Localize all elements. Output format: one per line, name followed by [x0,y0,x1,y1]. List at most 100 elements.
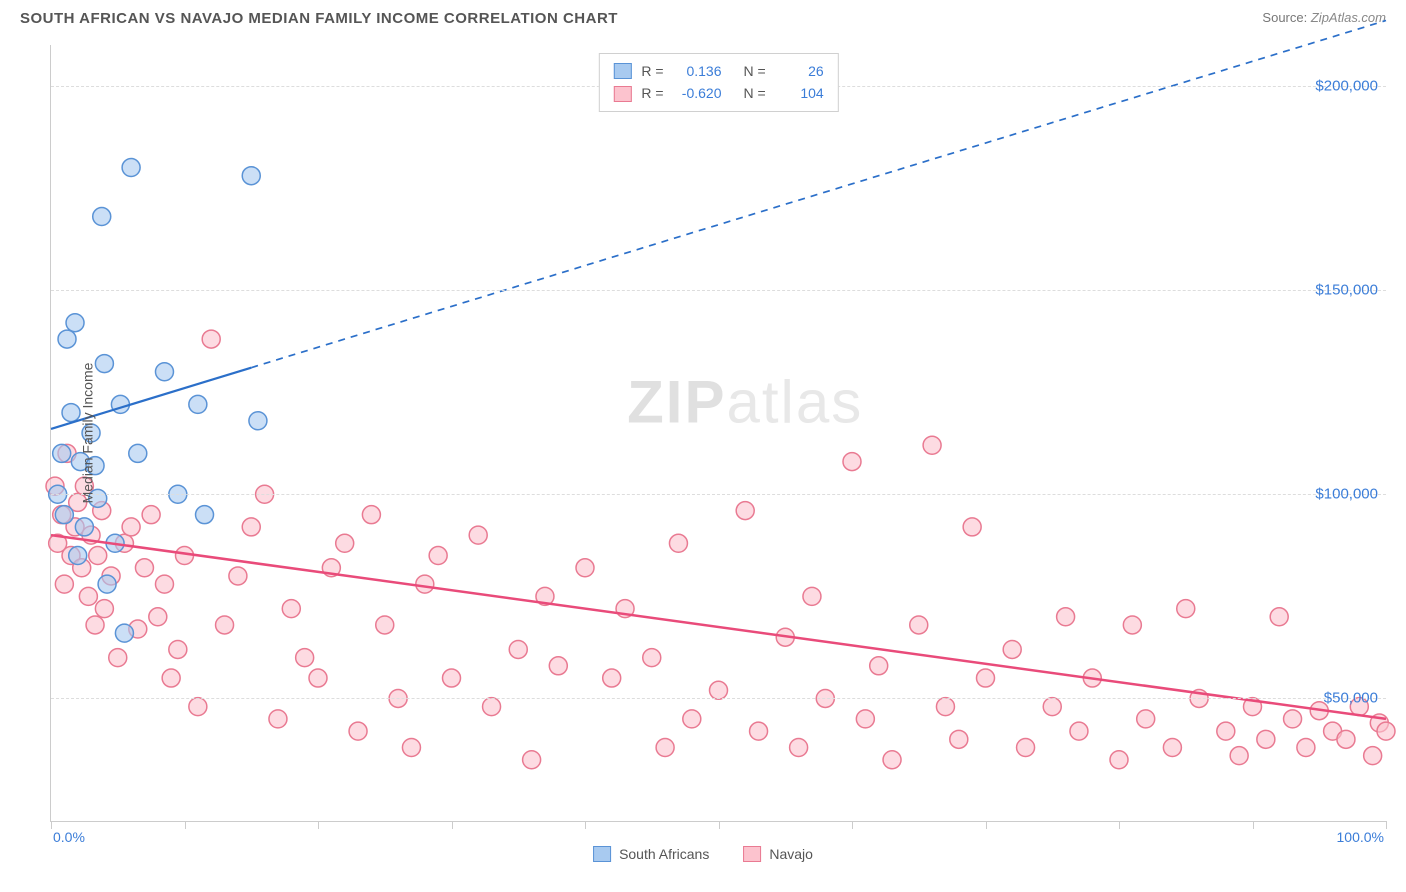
data-point [1163,738,1181,756]
data-point [93,208,111,226]
data-point [936,698,954,716]
n-label: N = [744,82,766,104]
data-point [69,547,87,565]
x-tick [51,821,52,829]
plot-region: ZIPatlas R = 0.136 N = 26 R = -0.620 N =… [50,45,1386,822]
data-point [1257,730,1275,748]
y-tick-label: $100,000 [1315,486,1378,503]
data-point [856,710,874,728]
data-point [1337,730,1355,748]
data-point [683,710,701,728]
x-tick [719,821,720,829]
data-point [1364,747,1382,765]
data-point [1284,710,1302,728]
data-point [149,608,167,626]
data-point [1297,738,1315,756]
data-point [469,526,487,544]
chart-area: ZIPatlas R = 0.136 N = 26 R = -0.620 N =… [50,45,1386,822]
x-tick [852,821,853,829]
x-tick [185,821,186,829]
data-point [66,314,84,332]
data-point [1270,608,1288,626]
n-label: N = [744,60,766,82]
data-point [1003,640,1021,658]
y-tick-label: $150,000 [1315,282,1378,299]
data-point [216,616,234,634]
r-label: R = [641,82,663,104]
x-tick [986,821,987,829]
data-point [55,506,73,524]
data-point [309,669,327,687]
x-max-label: 100.0% [1337,829,1384,845]
gridline [51,290,1386,291]
data-point [549,657,567,675]
legend-row-series2: R = -0.620 N = 104 [613,82,823,104]
data-point [483,698,501,716]
data-point [53,444,71,462]
data-point [416,575,434,593]
data-point [669,534,687,552]
legend-swatch-series2 [743,846,761,862]
data-point [189,395,207,413]
x-tick [1386,821,1387,829]
data-point [750,722,768,740]
x-min-label: 0.0% [53,829,85,845]
data-point [155,363,173,381]
n-value-series2: 104 [776,82,824,104]
legend-label-series1: South Africans [619,846,709,862]
data-point [86,616,104,634]
data-point [62,404,80,422]
data-point [249,412,267,430]
data-point [282,600,300,618]
correlation-legend: R = 0.136 N = 26 R = -0.620 N = 104 [598,53,838,112]
y-tick-label: $200,000 [1315,77,1378,94]
data-point [122,518,140,536]
data-point [1043,698,1061,716]
data-point [656,738,674,756]
legend-item-series2: Navajo [743,846,813,862]
data-point [1123,616,1141,634]
x-tick [585,821,586,829]
data-point [75,518,93,536]
swatch-series1 [613,63,631,79]
r-value-series1: 0.136 [674,60,722,82]
header: SOUTH AFRICAN VS NAVAJO MEDIAN FAMILY IN… [0,0,1406,40]
data-point [1177,600,1195,618]
x-tick [1253,821,1254,829]
data-point [98,575,116,593]
data-point [162,669,180,687]
data-point [429,547,447,565]
data-point [109,649,127,667]
data-point [1137,710,1155,728]
source-value: ZipAtlas.com [1311,10,1386,25]
x-tick [318,821,319,829]
data-point [296,649,314,667]
data-point [950,730,968,748]
data-point [269,710,287,728]
data-point [883,751,901,769]
data-point [843,453,861,471]
data-point [129,444,147,462]
scatter-svg [51,45,1386,821]
data-point [643,649,661,667]
data-point [736,502,754,520]
data-point [142,506,160,524]
data-point [710,681,728,699]
data-point [95,600,113,618]
data-point [603,669,621,687]
legend-label-series2: Navajo [769,846,813,862]
data-point [336,534,354,552]
data-point [135,559,153,577]
data-point [122,159,140,177]
data-point [376,616,394,634]
data-point [1057,608,1075,626]
x-tick [1119,821,1120,829]
data-point [349,722,367,740]
data-point [923,436,941,454]
data-point [189,698,207,716]
data-point [242,167,260,185]
source-label: Source: [1262,10,1307,25]
legend-swatch-series1 [593,846,611,862]
data-point [55,575,73,593]
data-point [1110,751,1128,769]
